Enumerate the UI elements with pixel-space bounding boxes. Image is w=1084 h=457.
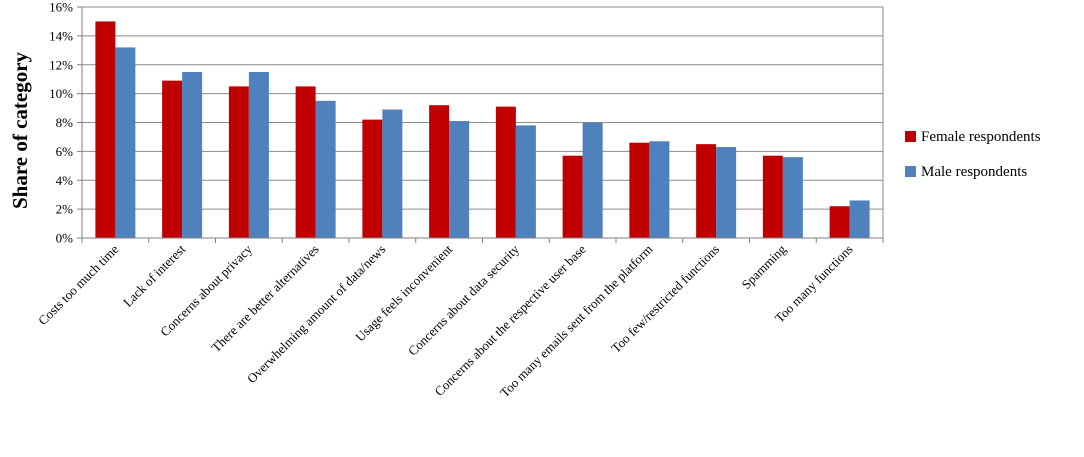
x-category-label: Concerns about data security xyxy=(405,241,522,358)
y-axis-title: Share of category xyxy=(8,51,32,209)
y-tick-label: 10% xyxy=(49,86,73,101)
bar-female xyxy=(228,86,249,238)
gridlines xyxy=(82,6,883,239)
axes xyxy=(77,6,884,243)
legend-label-male: Male respondents xyxy=(921,164,1027,180)
bar-female xyxy=(696,144,717,238)
y-tick-label: 16% xyxy=(49,0,73,15)
bar-male xyxy=(449,121,470,238)
bar-female xyxy=(95,21,116,238)
x-category-label: Overwhelming amount of data/news xyxy=(244,242,389,387)
x-category-label: Too few/restricted functions xyxy=(608,242,722,356)
x-category-label: Costs too much time xyxy=(35,241,122,328)
y-tick-label: 14% xyxy=(49,28,73,43)
y-tick-label: 6% xyxy=(56,144,74,159)
x-category-label: Spamming xyxy=(739,241,790,292)
bar-male xyxy=(382,109,403,238)
legend: Female respondents Male respondents xyxy=(905,129,1041,180)
bar-female xyxy=(362,119,383,238)
y-tick-label: 2% xyxy=(56,202,74,217)
legend-swatch-male xyxy=(905,166,916,177)
bar-male xyxy=(515,125,536,238)
bar-female xyxy=(495,106,516,239)
bar-male xyxy=(649,141,670,238)
bar-female xyxy=(162,80,183,238)
bar-male xyxy=(182,71,203,238)
bar-male xyxy=(582,122,603,238)
bar-female xyxy=(629,142,650,238)
y-tick-label: 0% xyxy=(56,231,74,246)
y-tick-label: 4% xyxy=(56,173,74,188)
bar-female xyxy=(562,155,583,238)
legend-label-female: Female respondents xyxy=(921,129,1041,145)
bar-male xyxy=(849,200,870,238)
y-tick-label: 8% xyxy=(56,115,74,130)
bar-male xyxy=(248,71,269,238)
y-tick-labels: 0% 2% 4% 6% 8% 10% 12% 14% 16% xyxy=(49,0,73,246)
legend-swatch-female xyxy=(905,131,916,142)
bar-male xyxy=(782,157,803,238)
bar-female xyxy=(762,155,783,238)
bar-female xyxy=(295,86,316,238)
bar-male xyxy=(115,47,136,238)
x-category-label: There are better alternatives xyxy=(208,242,321,355)
y-tick-label: 12% xyxy=(49,57,73,72)
x-category-label: Lack of interest xyxy=(120,241,189,310)
bars xyxy=(95,21,870,239)
bar-male xyxy=(716,147,737,238)
bar-female xyxy=(829,206,850,238)
bar-male xyxy=(315,100,336,238)
bar-female xyxy=(429,105,450,238)
